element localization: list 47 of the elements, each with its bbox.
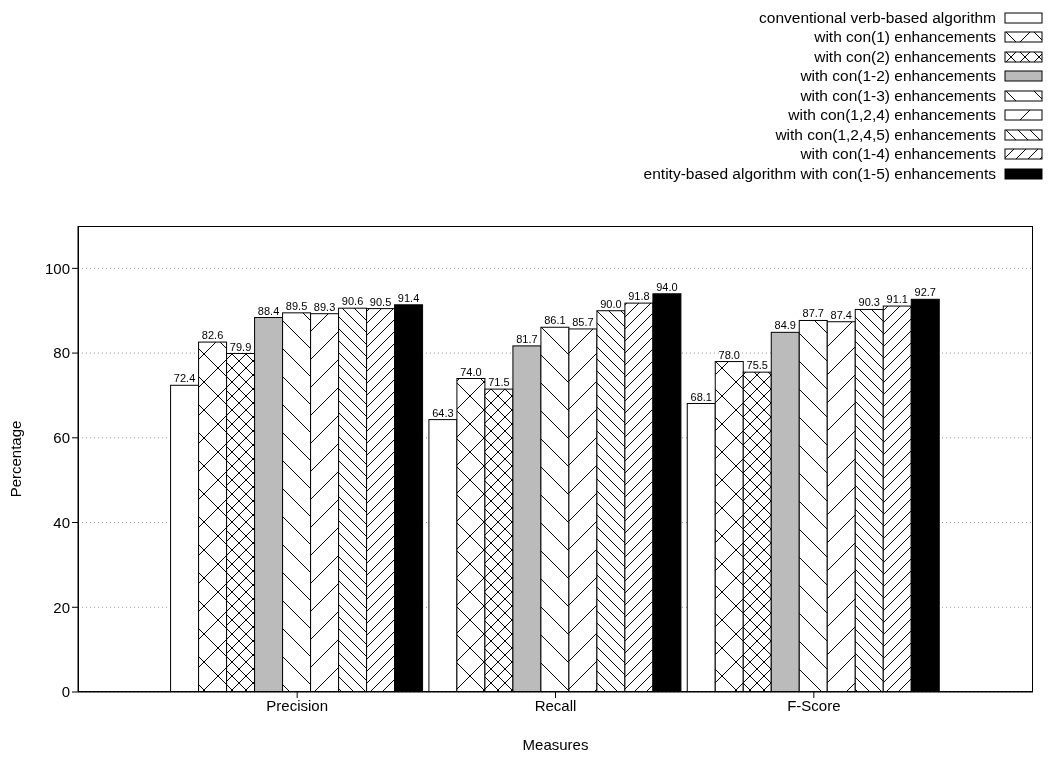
legend-label: with con(2) enhancements xyxy=(814,47,996,66)
data-label: 92.7 xyxy=(914,286,936,299)
legend-label: with con(1-3) enhancements xyxy=(800,86,996,105)
y-tick-label: 100 xyxy=(44,259,70,277)
legend-label: entity-based algorithm with con(1-5) enhancements xyxy=(643,164,996,183)
x-tick-label: F-Score xyxy=(787,696,841,714)
data-label: 84.9 xyxy=(774,319,796,332)
y-axis-title: Percentage xyxy=(7,420,25,498)
data-label: 89.5 xyxy=(285,299,308,312)
data-label: 94.0 xyxy=(656,280,678,293)
x-axis-title: Measures xyxy=(522,736,589,753)
data-label: 78.0 xyxy=(718,348,740,361)
data-label: 82.6 xyxy=(201,329,224,342)
y-tick-label: 60 xyxy=(53,429,70,447)
data-label: 71.5 xyxy=(488,376,510,389)
data-label: 91.4 xyxy=(397,291,420,304)
data-label: 86.1 xyxy=(544,314,566,327)
legend-label: with con(1,2,4,5) enhancements xyxy=(775,125,996,144)
data-label: 85.7 xyxy=(572,315,594,328)
legend-label: with con(1-2) enhancements xyxy=(800,67,996,86)
data-label: 90.6 xyxy=(341,295,364,308)
y-tick-label: 80 xyxy=(53,344,70,362)
data-label: 75.5 xyxy=(746,359,768,372)
data-label: 79.9 xyxy=(229,340,252,353)
y-tick-label: 0 xyxy=(61,683,70,701)
x-tick-label: Recall xyxy=(534,696,577,714)
data-label: 90.5 xyxy=(369,295,392,308)
data-label: 87.7 xyxy=(802,307,824,320)
data-label: 64.3 xyxy=(432,406,454,419)
data-label: 87.4 xyxy=(830,308,852,321)
data-label: 90.0 xyxy=(600,297,622,310)
data-label: 72.4 xyxy=(173,372,196,385)
y-tick-label: 20 xyxy=(53,598,70,616)
data-label: 88.4 xyxy=(257,304,280,317)
legend-label: with con(1,2,4) enhancements xyxy=(788,106,996,125)
data-label: 91.1 xyxy=(886,293,908,306)
legend-label: with con(1) enhancements xyxy=(814,28,996,47)
data-label: 90.3 xyxy=(858,296,880,309)
y-tick-label: 40 xyxy=(53,513,70,531)
data-label: 91.8 xyxy=(628,290,650,303)
data-label: 89.3 xyxy=(313,300,336,313)
x-tick-label: Precision xyxy=(266,696,329,714)
data-label: 68.1 xyxy=(690,390,712,403)
legend-label: conventional verb-based algorithm xyxy=(759,8,996,27)
legend-label: with con(1-4) enhancements xyxy=(800,145,996,164)
data-label: 74.0 xyxy=(460,365,482,378)
data-label: 81.7 xyxy=(516,332,538,345)
